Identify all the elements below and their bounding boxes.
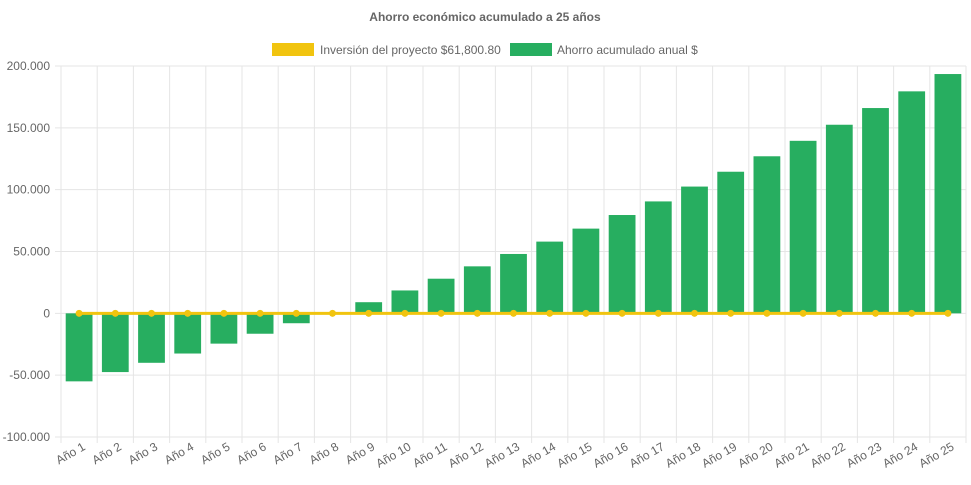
- x-tick-label: Año 6: [234, 439, 268, 467]
- bar: [862, 108, 889, 314]
- x-tick-label: Año 19: [699, 439, 739, 470]
- legend-swatch-savings: [510, 43, 552, 56]
- line-point: [437, 309, 445, 317]
- line-point: [510, 309, 517, 317]
- line-point: [256, 309, 264, 317]
- x-tick-label: Año 25: [916, 439, 956, 470]
- x-tick-label: Año 5: [198, 439, 232, 467]
- line-point: [184, 309, 192, 317]
- line-point: [220, 309, 228, 317]
- bars: [65, 74, 962, 382]
- grid: [55, 65, 967, 443]
- bar: [572, 228, 600, 314]
- bar: [391, 290, 419, 314]
- line-point: [872, 309, 879, 317]
- bar: [934, 74, 962, 314]
- legend-swatch-investment: [272, 43, 314, 56]
- line-point: [473, 309, 481, 317]
- y-tick-label: 50.000: [13, 245, 50, 259]
- y-tick-label: -50.000: [9, 368, 50, 382]
- bar: [427, 278, 455, 314]
- investment-line: [75, 309, 952, 317]
- line-point: [618, 309, 626, 317]
- x-tick-label: Año 17: [627, 439, 667, 470]
- line-point: [763, 309, 771, 317]
- bar: [717, 171, 745, 314]
- line-point: [329, 309, 336, 317]
- x-tick-label: Año 15: [554, 439, 594, 470]
- x-tick-label: Año 1: [53, 439, 87, 467]
- bar: [138, 313, 165, 363]
- y-tick-label: 200.000: [7, 59, 51, 73]
- bar: [536, 241, 564, 314]
- y-tick-label: -100.000: [3, 430, 51, 444]
- x-tick-label: Año 11: [410, 439, 449, 470]
- x-tick-label: Año 23: [844, 439, 884, 470]
- x-tick-label: Año 16: [591, 439, 631, 470]
- legend: Inversión del proyecto $61,800.80 Ahorro…: [272, 43, 698, 57]
- line-point: [835, 309, 843, 317]
- legend-label-savings: Ahorro acumulado anual $: [557, 43, 698, 57]
- y-axis: 200.000 150.000 100.000 50.000 0 -50.000 -100.…: [3, 59, 51, 444]
- bar: [789, 140, 817, 314]
- x-tick-label: Año 18: [663, 439, 703, 470]
- bar: [282, 313, 310, 324]
- bar: [753, 156, 781, 314]
- bar: [825, 124, 853, 314]
- line-point: [365, 309, 373, 317]
- line-point: [944, 309, 952, 317]
- bar: [65, 313, 93, 382]
- x-tick-label: Año 10: [373, 439, 413, 470]
- x-tick-label: Año 7: [271, 439, 305, 467]
- line-point: [582, 309, 590, 317]
- x-tick-label: Año 13: [482, 439, 522, 470]
- x-axis: Año 1 Año 2 Año 3 Año 4 Año 5 Año 6 Año 7 Año 8…: [53, 439, 956, 470]
- x-tick-label: Año 22: [808, 439, 848, 470]
- x-tick-label: Año 24: [880, 439, 920, 470]
- x-tick-label: Año 20: [735, 439, 775, 470]
- line-point: [908, 309, 916, 317]
- x-tick-label: Año 4: [162, 439, 196, 467]
- bar: [463, 266, 491, 314]
- x-tick-label: Año 2: [90, 439, 124, 467]
- line-point: [654, 309, 662, 317]
- x-tick-label: Año 3: [126, 439, 160, 467]
- y-tick-label: 150.000: [7, 121, 51, 135]
- bar: [500, 253, 527, 314]
- legend-label-investment: Inversión del proyecto $61,800.80: [320, 43, 501, 57]
- x-tick-label: Año 21: [772, 439, 812, 470]
- line-point: [799, 309, 807, 317]
- bar: [246, 313, 274, 334]
- x-tick-label: Año 12: [446, 439, 486, 470]
- line-point: [546, 309, 554, 317]
- y-tick-label: 0: [43, 306, 50, 320]
- x-tick-label: Año 9: [343, 439, 377, 467]
- line-point: [111, 309, 119, 317]
- bar: [898, 91, 926, 314]
- x-tick-label: Año 14: [518, 439, 558, 470]
- bar: [644, 201, 672, 314]
- bar: [101, 313, 129, 373]
- chart-title: Ahorro económico acumulado a 25 años: [369, 10, 601, 24]
- x-tick-label: Año 8: [307, 439, 341, 467]
- bar: [174, 313, 202, 354]
- bar: [355, 302, 383, 314]
- line-point: [292, 309, 300, 317]
- bar: [210, 313, 238, 344]
- line-point: [401, 309, 409, 317]
- line-point: [691, 309, 698, 317]
- line-point: [75, 309, 83, 317]
- line-point: [148, 309, 155, 317]
- line-point: [727, 309, 735, 317]
- y-tick-label: 100.000: [7, 183, 51, 197]
- bar: [681, 186, 708, 314]
- bar: [608, 215, 636, 314]
